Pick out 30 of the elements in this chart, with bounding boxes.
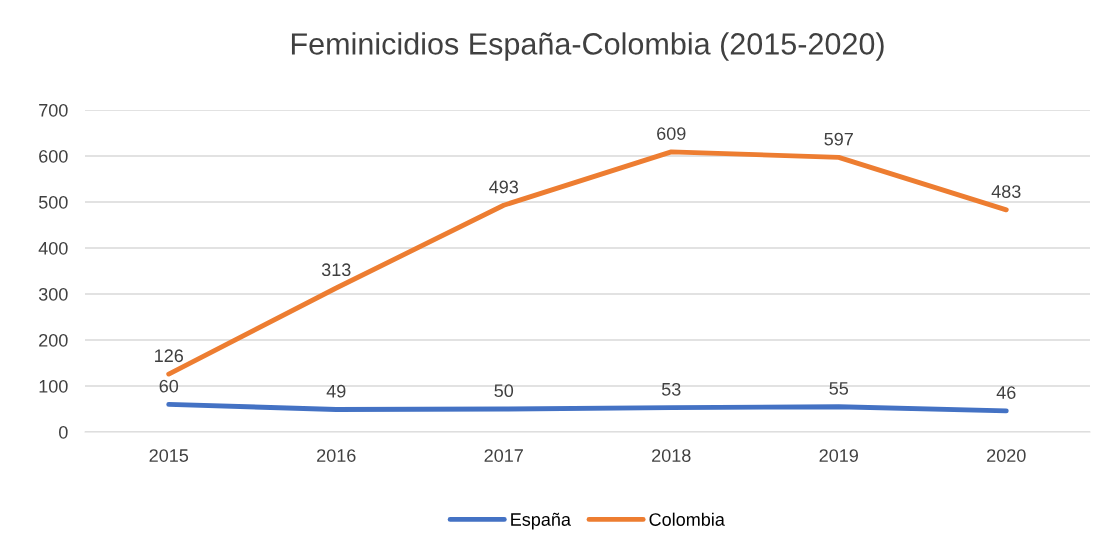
data-label: 53: [661, 382, 681, 396]
y-tick-label: 300: [38, 287, 68, 301]
y-tick-label: 500: [38, 195, 68, 209]
line-series: [166, 401, 1009, 414]
legend-label: Colombia: [649, 512, 725, 526]
y-tick-label: 200: [39, 333, 68, 347]
data-label: 46: [996, 386, 1016, 399]
data-label: 609: [657, 127, 686, 140]
y-tick-label: 700: [39, 103, 68, 117]
y-tick-label: 100: [39, 379, 68, 393]
x-tick-label: 2017: [484, 449, 523, 462]
data-label: 55: [829, 382, 849, 395]
data-label: 597: [824, 132, 853, 146]
x-tick-label: 2020: [987, 449, 1026, 462]
y-tick-label: 400: [38, 241, 68, 255]
x-tick-label: 2019: [819, 449, 858, 462]
chart-title: Feminicidios España-Colombia (2015-2020): [291, 32, 884, 61]
data-label: 493: [489, 180, 519, 194]
data-label: 483: [991, 185, 1021, 198]
data-label: 126: [155, 349, 184, 363]
legend-label: España: [511, 512, 571, 530]
data-label: 49: [326, 384, 346, 398]
x-tick-label: 2015: [149, 449, 189, 462]
y-tick-label: 600: [39, 149, 68, 163]
x-tick-label: 2016: [317, 449, 356, 462]
data-label: 313: [321, 263, 351, 277]
data-label: 60: [159, 379, 179, 393]
data-label: 50: [494, 384, 514, 398]
x-tick-label: 2018: [652, 449, 691, 462]
y-tick-label: 0: [59, 425, 68, 439]
